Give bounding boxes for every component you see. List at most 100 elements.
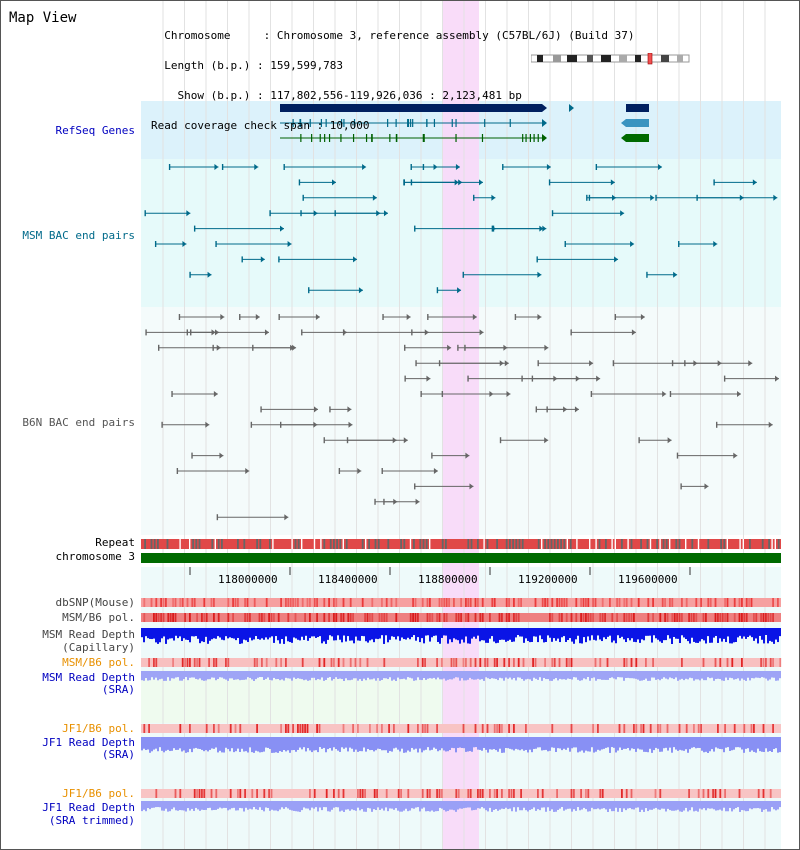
jf1-depth-bar [491, 737, 493, 750]
jf1-depth-bar [301, 737, 303, 750]
msm-b6-pol-sra-heatmap-cell [181, 658, 184, 667]
msm-b6-pol-heatmap-cell [671, 613, 674, 622]
msm-bac-pair-end [383, 210, 388, 217]
jf1-depth-bar [561, 737, 563, 751]
jf1-depth-bar [269, 737, 271, 750]
track-label-msm-bac[interactable]: MSM BAC end pairs [22, 229, 135, 242]
msm-depth-sra-bar [603, 671, 605, 680]
msm-depth-cap-bar [749, 628, 751, 636]
msm-b6-pol-heatmap-cell [558, 613, 561, 622]
msm-b6-pol-heatmap-cell [489, 613, 491, 622]
jf1-b6-pol-trim-heatmap-cell [364, 789, 366, 798]
jf1-b6-pol-heatmap-cell [642, 724, 645, 733]
msm-b6-pol-heatmap-cell [673, 613, 676, 622]
repeat-element [646, 539, 649, 549]
jf1-depth-trim-bar [671, 801, 673, 811]
msm-depth-sra-bar [761, 671, 763, 678]
track-label-msm-read-depth-cap-sub: (Capillary) [62, 641, 135, 654]
jf1-depth-bar [445, 737, 447, 752]
msm-depth-sra-bar [511, 671, 513, 680]
jf1-depth-trim-bar [301, 801, 303, 811]
jf1-depth-trim-bar [445, 801, 447, 812]
msm-depth-cap-bar [235, 628, 237, 641]
jf1-depth-bar [609, 737, 611, 753]
b6n-bac-features[interactable] [145, 314, 779, 521]
jf1-depth-bar [705, 737, 707, 752]
msm-depth-sra-bar [539, 671, 541, 678]
msm-depth-sra-bar [233, 671, 235, 680]
dbsnp-heatmap-cell [534, 598, 537, 607]
msm-depth-cap-bar [535, 628, 537, 637]
msm-b6-pol-sra-heatmap-cell [342, 658, 345, 667]
jf1-depth-trim-bar [587, 801, 589, 812]
dbsnp-heatmap-cell [244, 598, 246, 607]
msm-bac-pair-end [457, 287, 462, 294]
msm-depth-sra-bar [163, 671, 165, 681]
jf1-depth-bar [197, 737, 199, 749]
jf1-depth-trim-bar [483, 801, 485, 809]
jf1-depth-bar [417, 737, 419, 753]
b6n-bac-pair-end [733, 452, 738, 459]
jf1-b6-pol-heatmap-cell [496, 724, 498, 733]
jf1-depth-bar [385, 737, 387, 751]
repeat-element [422, 539, 425, 549]
msm-b6-pol-sra-heatmap-cell [215, 658, 218, 667]
msm-b6-pol-heatmap-cell [498, 613, 501, 622]
msm-depth-cap-bar [283, 628, 285, 644]
msm-depth-sra-bar [291, 671, 293, 681]
jf1-b6-pol-trim-heatmap-cell [738, 789, 741, 798]
repeat-element [150, 539, 153, 549]
msm-depth-sra-bar [627, 671, 629, 678]
jf1-depth-bar [635, 737, 637, 752]
msm-depth-sra-bar [239, 671, 241, 681]
jf1-depth-trim-bar [439, 801, 441, 808]
msm-depth-sra-bar [391, 671, 393, 681]
msm-depth-sra-bar [431, 671, 433, 679]
jf1-b6-pol-heatmap-cell [750, 724, 753, 733]
jf1-depth-trim-bar [259, 801, 261, 808]
jf1-depth-bar [295, 737, 297, 752]
jf1-depth-trim-bar [521, 801, 523, 811]
jf1-b6-pol-heatmap-cell [287, 724, 290, 733]
msm-b6-pol-heatmap-cell [426, 613, 429, 622]
msm-depth-cap-bar [569, 628, 571, 639]
track-label-b6n-bac[interactable]: B6N BAC end pairs [22, 416, 135, 429]
repeat-element [662, 539, 665, 549]
jf1-depth-bar [555, 737, 557, 752]
jf1-depth-trim-bar [663, 801, 665, 809]
karyotype-ideogram[interactable] [531, 53, 691, 65]
msm-depth-sra-bar [371, 671, 373, 680]
b6n-bac-pair-end [211, 329, 216, 336]
msm-b6-pol-heatmap-cell [378, 613, 381, 622]
dbsnp-heatmap-cell [580, 598, 582, 607]
msm-b6-pol-sra-heatmap-cell [424, 658, 426, 667]
jf1-depth-bar [755, 737, 757, 753]
msm-b6-pol-sra-heatmap-cell [517, 658, 520, 667]
jf1-depth-trim-bar [763, 801, 765, 810]
jf1-depth-bar [603, 737, 605, 749]
jf1-depth-trim-bar [589, 801, 591, 812]
jf1-depth-trim-bar [705, 801, 707, 811]
repeat-element [550, 539, 553, 549]
jf1-b6-pol-trim-heatmap-cell [426, 789, 429, 798]
repeat-element [198, 539, 201, 549]
msm-depth-cap-bar [199, 628, 201, 644]
msm-bac-features[interactable] [144, 164, 778, 294]
dbsnp-heatmap-cell [165, 598, 167, 607]
track-label-refseq[interactable]: RefSeq Genes [55, 124, 135, 137]
msm-depth-sra-bar [547, 671, 549, 680]
jf1-depth-trim-bar [155, 801, 157, 808]
jf1-depth-bar [317, 737, 319, 753]
msm-depth-sra-bar [771, 671, 773, 678]
jf1-depth-bar [505, 737, 507, 748]
msm-depth-cap-bar [523, 628, 525, 643]
dbsnp-heatmap-cell [253, 598, 256, 607]
msm-depth-sra-bar [565, 671, 567, 680]
jf1-depth-trim-bar [241, 801, 243, 809]
repeat-gap [409, 539, 412, 549]
refseq-gene-features[interactable] [280, 104, 649, 142]
jf1-depth-bar [211, 737, 213, 749]
msm-depth-sra-bar [665, 671, 667, 679]
jf1-b6-pol-heatmap-cell [213, 724, 215, 733]
